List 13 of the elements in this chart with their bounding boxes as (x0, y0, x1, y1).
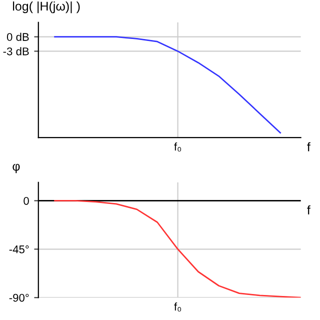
line-series (54, 36, 281, 134)
y-axis-title: log( |H(jω)| ) (13, 1, 80, 14)
line-series (54, 200, 301, 298)
y-tick-label: -90° (9, 294, 29, 302)
x-tick-label: f₀ (174, 302, 182, 312)
y-tick-label: 0 dB (6, 32, 29, 41)
y-tick-label: -3 dB (3, 47, 29, 56)
y-axis-title: φ (12, 164, 20, 174)
y-tick-label: 0 (24, 196, 29, 205)
x-axis-title: f (307, 205, 310, 214)
y-tick-label: -45° (9, 245, 29, 254)
x-axis-title: f (307, 142, 310, 152)
x-tick-label: f₀ (174, 142, 182, 152)
